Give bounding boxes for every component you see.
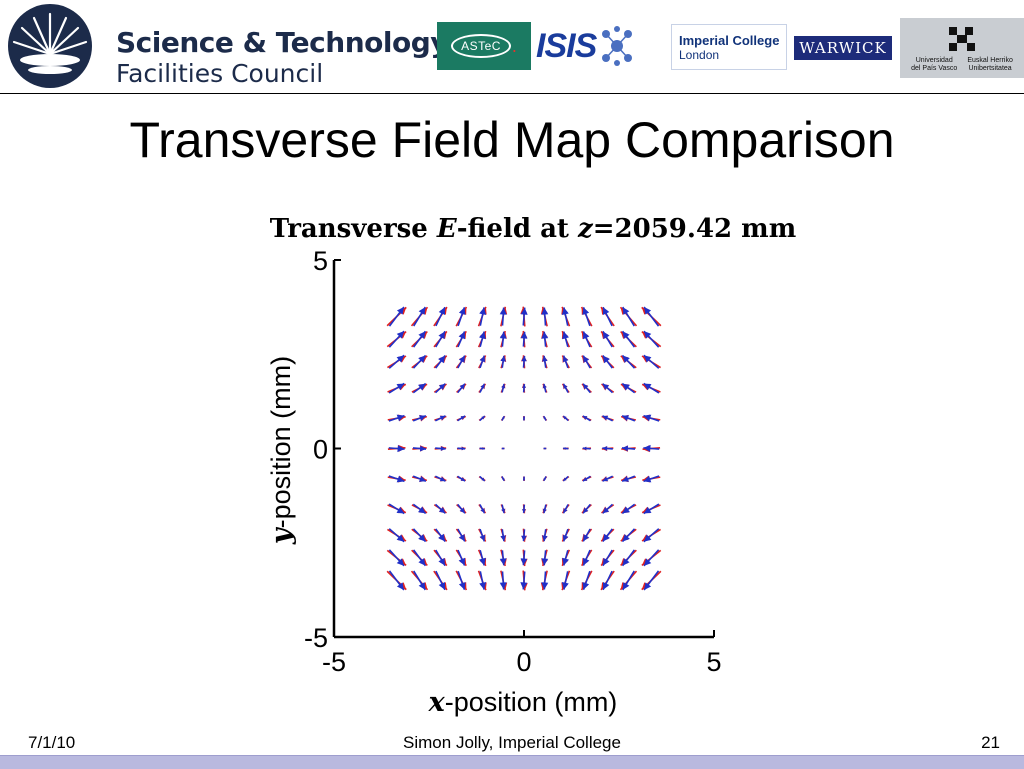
y-axis-label-part: -position (mm) xyxy=(266,356,296,529)
imperial-college-logo: Imperial College London xyxy=(671,24,787,70)
vector-series xyxy=(387,307,661,591)
stfc-name-line2: Facilities Council xyxy=(116,60,448,88)
footer-author: Simon Jolly, Imperial College xyxy=(0,733,1024,753)
stfc-name-line1: Science & Technology xyxy=(116,26,448,60)
x-axis-label-part: x xyxy=(428,687,446,718)
footer-page-number: 21 xyxy=(981,733,1000,753)
footer-bar xyxy=(0,755,1024,769)
logo-header: Science & Technology Facilities Council … xyxy=(0,0,1024,92)
header-divider xyxy=(0,93,1024,94)
vector-arrows xyxy=(387,307,661,591)
vector-arrow-head xyxy=(480,535,485,541)
y-tick-label: 0 xyxy=(313,435,328,465)
imperial-line1: Imperial College xyxy=(679,33,779,48)
field-map-chart: Transverse E-field at z=2059.42 mm -5 0 5 -… xyxy=(240,205,800,725)
vector-arrow-head xyxy=(563,356,568,362)
imperial-line2: London xyxy=(679,48,719,62)
warwick-label: WARWICK xyxy=(799,39,887,57)
chart-title: Transverse E-field at z=2059.42 mm xyxy=(270,214,796,244)
vector-arrow-head xyxy=(582,582,589,590)
isis-label: ISIS xyxy=(536,27,596,66)
upv-caption-eu: Euskal Herriko Unibertsitatea xyxy=(967,57,1013,73)
chart-title-part: z xyxy=(577,214,594,244)
y-tick-label: -5 xyxy=(304,623,328,653)
x-axis-label: x-position (mm) xyxy=(428,687,618,718)
stfc-emblem-icon xyxy=(4,2,96,90)
upv-caption-es: Universidad del País Vasco xyxy=(911,57,957,73)
astec-logo: ASTeC. xyxy=(437,22,531,70)
vector-arrow-head xyxy=(480,356,485,362)
x-tick-label: 5 xyxy=(706,647,721,677)
y-tick-label: 5 xyxy=(313,246,328,276)
vector-arrow-head xyxy=(563,535,568,541)
molecule-icon xyxy=(598,24,636,68)
quiver-plot: Transverse E-field at z=2059.42 mm -5 0 5 -… xyxy=(240,205,800,725)
upv-ehu-logo: Universidad del País Vasco Euskal Herrik… xyxy=(900,18,1024,78)
chart-title-part: -field at xyxy=(457,214,578,244)
slide-title: Transverse Field Map Comparison xyxy=(0,110,1024,170)
chart-title-part: Transverse xyxy=(270,214,437,244)
vector-arrow-head xyxy=(459,582,466,590)
y-axis-label: y-position (mm) xyxy=(266,356,297,545)
warwick-logo: WARWICK xyxy=(794,36,892,60)
vector-arrow-head xyxy=(459,307,466,315)
stfc-wordmark: Science & Technology Facilities Council xyxy=(116,26,448,88)
vector-arrow-head xyxy=(582,307,589,315)
x-axis-label-part: -position (mm) xyxy=(445,687,618,717)
x-tick-label: 0 xyxy=(516,647,531,677)
upv-emblem-icon xyxy=(943,23,981,55)
vector-series xyxy=(389,307,659,590)
chart-title-part: =2059.42 mm xyxy=(593,214,796,244)
isis-logo: ISIS xyxy=(536,22,666,70)
astec-label: ASTeC xyxy=(451,34,511,58)
chart-title-part: E xyxy=(436,214,458,244)
